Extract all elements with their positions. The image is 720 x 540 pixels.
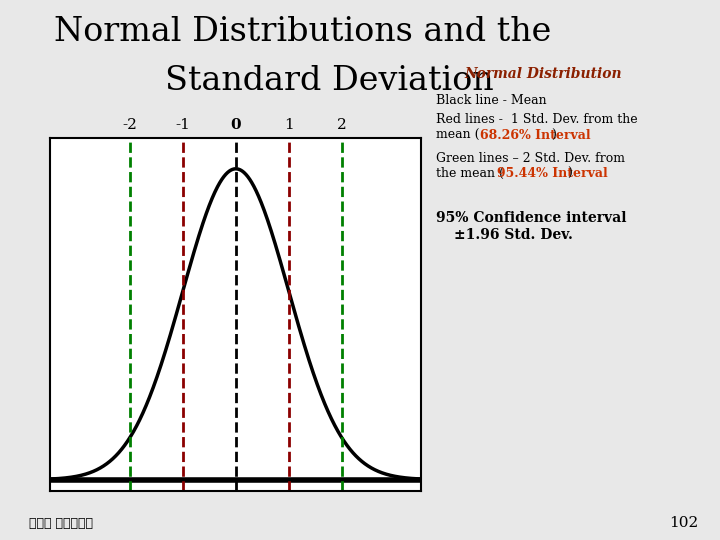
Text: ): ) xyxy=(567,167,572,180)
Text: 蔡文能 計算機概論: 蔡文能 計算機概論 xyxy=(29,517,93,530)
Text: Green lines – 2 Std. Dev. from: Green lines – 2 Std. Dev. from xyxy=(436,152,624,165)
Text: Red lines -  1 Std. Dev. from the: Red lines - 1 Std. Dev. from the xyxy=(436,113,637,126)
Text: -1: -1 xyxy=(176,118,190,132)
Text: 95% Confidence interval: 95% Confidence interval xyxy=(436,211,626,225)
Text: 68.26% Interval: 68.26% Interval xyxy=(480,129,591,141)
Text: Normal Distributions and the: Normal Distributions and the xyxy=(54,16,551,48)
Text: Standard Deviation: Standard Deviation xyxy=(112,65,493,97)
Text: the mean (: the mean ( xyxy=(436,167,503,180)
Text: Black line - Mean: Black line - Mean xyxy=(436,94,546,107)
Text: mean (: mean ( xyxy=(436,129,480,141)
Text: 0: 0 xyxy=(230,118,241,132)
Text: 102: 102 xyxy=(669,516,698,530)
Text: 2: 2 xyxy=(337,118,346,132)
Text: 95.44% Interval: 95.44% Interval xyxy=(497,167,608,180)
Text: 1: 1 xyxy=(284,118,294,132)
Text: Normal Distribution: Normal Distribution xyxy=(465,68,622,82)
Text: ): ) xyxy=(551,129,556,141)
Text: ±1.96 Std. Dev.: ±1.96 Std. Dev. xyxy=(454,228,572,242)
Text: -2: -2 xyxy=(122,118,138,132)
